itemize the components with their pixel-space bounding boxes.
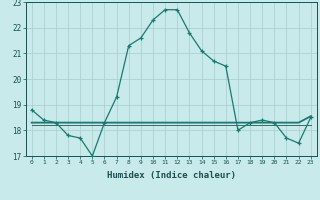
X-axis label: Humidex (Indice chaleur): Humidex (Indice chaleur) bbox=[107, 171, 236, 180]
